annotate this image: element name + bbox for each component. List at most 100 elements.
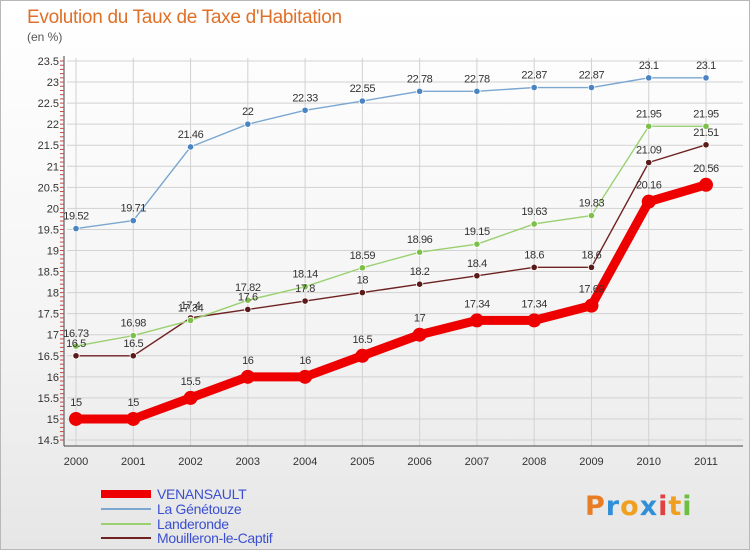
data-point <box>645 74 653 82</box>
data-point <box>298 369 313 384</box>
data-label: 23.1 <box>639 60 659 72</box>
y-tick-label: 14.5 <box>38 435 59 447</box>
y-tick-label: 19 <box>47 246 59 258</box>
data-point <box>358 289 366 297</box>
logo-letter: x <box>639 491 659 522</box>
data-point <box>244 305 252 314</box>
logo-letter: i <box>658 491 669 522</box>
logo-letter: r <box>605 491 621 522</box>
data-label: 17.34 <box>178 302 204 314</box>
series-line <box>75 77 707 230</box>
data-label: 18.14 <box>292 269 318 281</box>
data-label: 16.98 <box>121 318 147 330</box>
data-label: 16.5 <box>352 334 372 346</box>
data-label: 21.95 <box>636 108 662 120</box>
data-point <box>129 331 137 340</box>
legend-label: VENANSAULT <box>157 486 247 502</box>
x-tick-label: 2007 <box>465 456 489 468</box>
data-point <box>645 158 653 167</box>
legend-item-la-genetouze: La Génétouze <box>101 501 242 517</box>
data-label: 19.15 <box>464 226 490 238</box>
legend-item-landeronde: Landeronde <box>101 516 229 532</box>
data-point <box>240 369 255 384</box>
y-tick-label: 18 <box>47 288 59 300</box>
y-tick-label: 23 <box>47 77 59 89</box>
logo-letter: o <box>620 491 640 522</box>
data-point <box>126 411 141 426</box>
y-tick-label: 21.5 <box>38 140 59 152</box>
data-label: 17.82 <box>235 282 261 294</box>
data-point <box>587 211 596 220</box>
data-point <box>473 240 481 248</box>
data-point <box>702 122 710 130</box>
data-point <box>584 298 599 313</box>
data-label: 16.5 <box>66 338 86 350</box>
y-tick-label: 16.5 <box>38 351 59 363</box>
data-point <box>587 83 596 92</box>
series-line <box>75 144 707 357</box>
data-point <box>186 316 195 325</box>
data-label: 20.16 <box>636 180 662 192</box>
data-label: 15 <box>128 397 140 409</box>
data-point <box>129 217 137 225</box>
y-tick-label: 19.5 <box>38 224 59 236</box>
data-label: 19.83 <box>579 198 605 210</box>
data-label: 20.56 <box>693 163 719 175</box>
data-label: 18.2 <box>410 266 430 278</box>
data-label: 22 <box>242 106 254 118</box>
data-label: 18.4 <box>467 258 487 270</box>
chart-subtitle: (en %) <box>27 30 63 44</box>
data-label: 18.59 <box>350 250 376 262</box>
data-point <box>244 120 252 128</box>
proxiti-logo: Proxiti <box>585 491 693 522</box>
data-label: 22.78 <box>407 73 433 85</box>
data-label: 16 <box>299 355 311 367</box>
data-label: 15.5 <box>181 376 201 388</box>
data-label: 18 <box>357 275 369 287</box>
data-label: 21.09 <box>636 144 662 156</box>
x-tick-label: 2002 <box>178 456 202 468</box>
data-label: 22.87 <box>521 70 547 82</box>
data-point <box>530 83 538 92</box>
y-tick-label: 16 <box>47 372 59 384</box>
legend-swatch <box>101 523 151 525</box>
data-point <box>530 263 538 271</box>
data-point <box>72 342 80 350</box>
data-point <box>186 143 195 151</box>
data-point <box>645 122 653 130</box>
logo-letter: i <box>682 491 693 522</box>
y-tick-label: 20.5 <box>38 182 59 194</box>
data-label: 17.8 <box>295 283 315 295</box>
data-label: 22.78 <box>464 73 490 85</box>
x-tick-label: 2001 <box>121 456 145 468</box>
data-label: 16.5 <box>123 338 143 350</box>
y-tick-label: 23.5 <box>38 56 59 68</box>
data-point <box>702 74 710 82</box>
data-label: 16 <box>242 355 254 367</box>
data-label: 23.1 <box>696 60 716 72</box>
logo-letter: P <box>585 491 606 522</box>
x-tick-label: 2010 <box>636 456 660 468</box>
data-point <box>473 272 481 280</box>
data-label: 17.4 <box>181 300 201 312</box>
data-point <box>301 297 309 305</box>
y-tick-label: 22 <box>47 119 59 131</box>
y-tick-label: 17 <box>47 330 59 342</box>
data-label: 19.71 <box>121 203 147 215</box>
data-point <box>72 352 80 360</box>
x-tick-label: 2008 <box>522 456 546 468</box>
data-label: 18.6 <box>524 249 544 261</box>
data-label: 18.6 <box>582 249 602 261</box>
data-point <box>530 220 538 228</box>
data-label: 17.34 <box>464 298 490 310</box>
data-label: 17.69 <box>579 284 605 296</box>
data-label: 15 <box>70 397 82 409</box>
x-tick-label: 2005 <box>350 456 374 468</box>
y-tick-label: 20 <box>47 203 59 215</box>
legend-label: La Génétouze <box>157 501 242 517</box>
legend-label: Landeronde <box>157 516 229 532</box>
data-point <box>416 87 424 95</box>
chart-title: Evolution du Taux de Taxe d'Habitation <box>27 7 342 28</box>
legend-label: Mouilleron-le-Captif <box>157 530 273 546</box>
